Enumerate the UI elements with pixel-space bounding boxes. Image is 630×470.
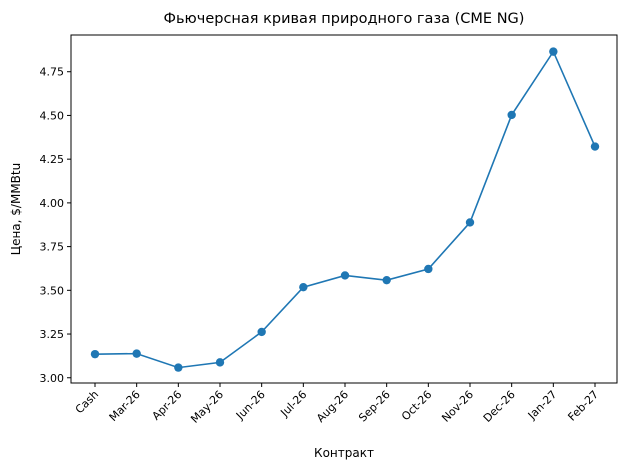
x-tick-label: May-26 bbox=[188, 388, 226, 426]
data-point bbox=[174, 363, 183, 372]
data-point bbox=[424, 264, 433, 274]
x-tick-label: Cash bbox=[73, 388, 101, 416]
y-tick-label: 3.75 bbox=[40, 241, 65, 254]
data-point bbox=[132, 349, 141, 358]
x-axis-label: Контракт bbox=[314, 446, 374, 460]
plot-area bbox=[70, 34, 618, 384]
data-point bbox=[382, 275, 391, 285]
x-tick-label: Jun-26 bbox=[233, 388, 268, 423]
x-tick-label: Dec-26 bbox=[481, 388, 518, 425]
data-point bbox=[549, 47, 558, 56]
y-tick-label: 4.50 bbox=[40, 109, 65, 122]
data-point bbox=[299, 282, 308, 292]
x-tick-label: Jan-27 bbox=[525, 388, 560, 423]
chart-title: Фьючерсная кривая природного газа (CME N… bbox=[164, 11, 525, 27]
y-tick-label: 4.25 bbox=[40, 153, 65, 166]
x-axis: Cash Mar-26 Apr-26 May-26 Jun-26 Jul-26 Aug-26… bbox=[73, 383, 601, 426]
x-tick-label: Apr-26 bbox=[150, 388, 185, 423]
data-point bbox=[590, 142, 600, 151]
x-tick-label: Feb-27 bbox=[565, 388, 601, 424]
data-point bbox=[257, 327, 266, 337]
y-tick-label: 4.75 bbox=[40, 66, 65, 79]
data-point bbox=[340, 271, 350, 280]
x-tick-label: Nov-26 bbox=[439, 388, 476, 425]
y-tick-label: 4.00 bbox=[40, 197, 65, 210]
data-point bbox=[465, 218, 475, 227]
y-axis: 3.00 3.25 3.50 3.75 4.00 4.25 4.50 4.75 bbox=[40, 66, 71, 385]
x-tick-label: Sep-26 bbox=[356, 388, 393, 425]
y-axis-label: Цена, $/MMBtu bbox=[9, 163, 23, 255]
y-tick-label: 3.25 bbox=[40, 328, 65, 341]
x-tick-label: Oct-26 bbox=[399, 388, 434, 423]
data-point bbox=[215, 358, 225, 367]
x-tick-label: Mar-26 bbox=[107, 388, 143, 424]
y-tick-label: 3.50 bbox=[40, 284, 65, 297]
data-point bbox=[507, 110, 516, 120]
data-point bbox=[90, 349, 100, 359]
x-tick-label: Aug-26 bbox=[314, 388, 351, 425]
series-line bbox=[94, 49, 596, 369]
y-tick-label: 3.00 bbox=[40, 372, 65, 385]
series-layer bbox=[90, 47, 600, 372]
x-tick-label: Jul-26 bbox=[277, 388, 309, 420]
